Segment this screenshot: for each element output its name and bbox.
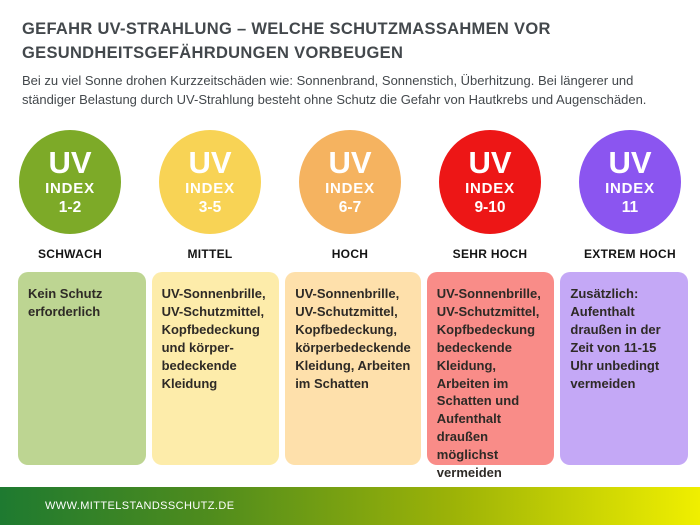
- uv-level-column-extrem-hoch: UV INDEX 11 EXTREM HOCH: [560, 129, 700, 261]
- uv-level-label: MITTEL: [187, 246, 233, 261]
- uv-label: UV: [328, 144, 372, 180]
- index-label: INDEX: [325, 180, 375, 198]
- uv-index-badge-1-2: UV INDEX 1-2: [19, 129, 121, 234]
- uv-label: UV: [468, 144, 512, 180]
- uv-level-label: SEHR HOCH: [452, 246, 528, 261]
- advice-box-mittel: UV-Sonnenbrille, UV-Schutzmittel, Kopfbe…: [151, 271, 280, 465]
- uv-index-badge-3-5: UV INDEX 3-5: [159, 129, 261, 234]
- footer-bar: WWW.MITTELSTANDSSCHUTZ.DE: [0, 487, 700, 525]
- index-label: INDEX: [185, 180, 235, 198]
- page-title-line1: GEFAHR UV-STRAHLUNG – WELCHE SCHUTZMASSA…: [22, 20, 551, 38]
- uv-level-label: HOCH: [331, 246, 369, 261]
- advice-box-hoch: UV-Sonnenbrille, UV-Schutzmittel, Kopfbe…: [285, 271, 421, 465]
- website-text: WWW.MITTELSTANDSSCHUTZ.DE: [45, 500, 235, 512]
- uv-index-row: UV INDEX 1-2 SCHWACH UV INDEX 3-5 MITTEL…: [0, 129, 700, 261]
- uv-index-badge-6-7: UV INDEX 6-7: [299, 129, 401, 234]
- uv-level-label: SCHWACH: [37, 246, 103, 261]
- uv-level-column-mittel: UV INDEX 3-5 MITTEL: [140, 129, 280, 261]
- index-range: 11: [621, 198, 639, 216]
- uv-level-column-hoch: UV INDEX 6-7 HOCH: [280, 129, 420, 261]
- uv-level-column-sehr-hoch: UV INDEX 9-10 SEHR HOCH: [420, 129, 560, 261]
- page-title-line2: GESUNDHEITSGEFÄHRDUNGEN VORBEUGEN: [22, 43, 404, 62]
- index-label: INDEX: [465, 180, 515, 198]
- advice-box-extrem-hoch: Zusätzlich: Aufenthalt draußen in der Ze…: [560, 271, 688, 465]
- index-range: 9-10: [474, 198, 506, 216]
- index-label: INDEX: [605, 180, 655, 198]
- index-range: 1-2: [58, 198, 82, 216]
- uv-level-label: EXTREM HOCH: [584, 246, 676, 261]
- advice-box-sehr-hoch: UV-Sonnenbrille, UV-Schutzmittel, Kopfbe…: [426, 271, 555, 480]
- uv-label: UV: [608, 144, 652, 180]
- uv-index-badge-11: UV INDEX 11: [579, 129, 681, 234]
- uv-label: UV: [188, 144, 232, 180]
- header: GEFAHR UV-STRAHLUNG – WELCHE SCHUTZMASSA…: [0, 0, 700, 110]
- index-range: 6-7: [338, 198, 362, 216]
- index-label: INDEX: [45, 180, 95, 198]
- page-title: GEFAHR UV-STRAHLUNG – WELCHE SCHUTZMASSA…: [22, 18, 678, 66]
- uv-level-column-schwach: UV INDEX 1-2 SCHWACH: [0, 129, 140, 261]
- intro-text: Bei zu viel Sonne drohen Kurzzeitschäden…: [22, 72, 647, 108]
- advice-row: Kein Schutz erforderlich UV-Sonnenbrille…: [0, 271, 700, 480]
- uv-label: UV: [48, 144, 92, 180]
- advice-box-schwach: Kein Schutz erforderlich: [18, 271, 146, 465]
- uv-index-badge-9-10: UV INDEX 9-10: [439, 129, 541, 234]
- index-range: 3-5: [198, 198, 222, 216]
